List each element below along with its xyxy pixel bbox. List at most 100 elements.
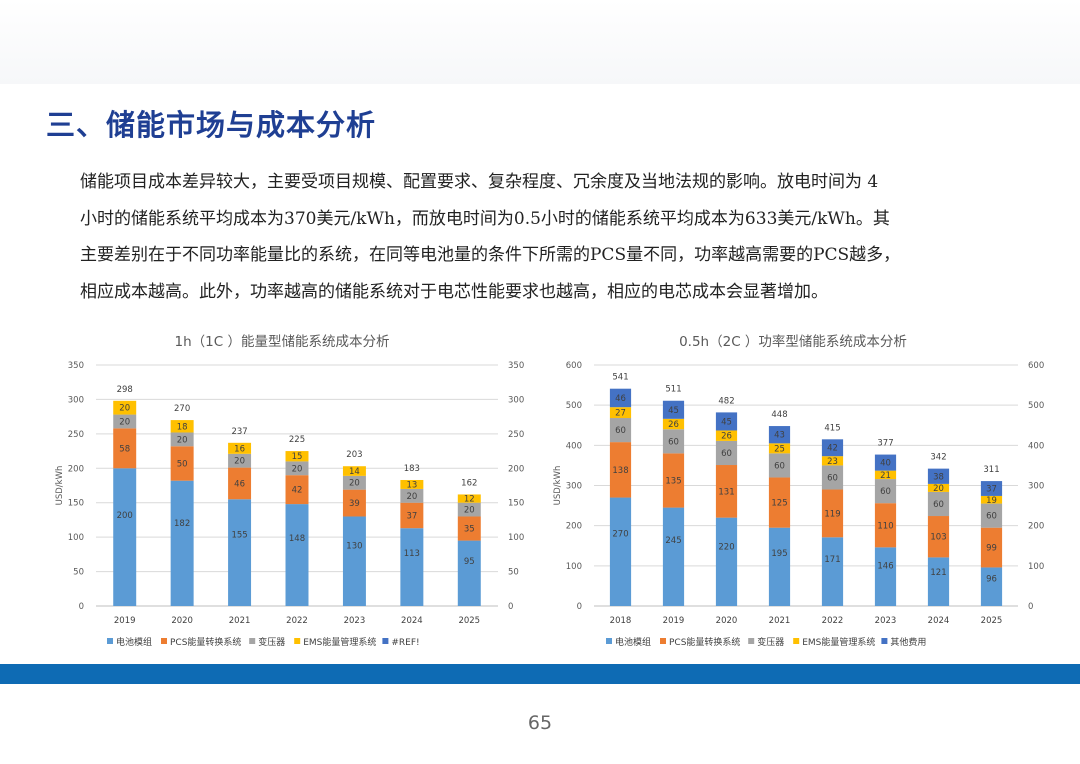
data-label: 50 [177,459,188,469]
data-label: 46 [234,479,245,489]
data-label: 20 [292,464,303,474]
total-label: 448 [771,410,787,420]
bar-segment [170,420,194,433]
y-tick-label: 250 [68,430,84,440]
bar-segment [228,453,252,468]
legend-label: 变压器 [258,636,285,648]
chart-svg: 1h（1C ）能量型储能系统成本分析 0 0 50 50 100 100 150 150 200 2… [55,334,524,648]
x-tick-label: 2018 [610,616,632,626]
paragraph-line: 储能项目成本差异较大，主要受项目规模、配置要求、复杂程度、冗余度及当地法规的影响… [80,172,879,192]
total-label: 225 [289,435,305,445]
bar-segment [228,442,252,454]
data-label: 25 [774,444,785,454]
data-label: 20 [119,417,130,427]
y-tick-label: 100 [68,533,84,543]
y2-tick-label: 200 [508,464,524,474]
bar-segment [980,527,1003,568]
x-tick-label: 2022 [822,616,844,626]
bar-segment [113,468,137,606]
bar-segment [927,557,950,606]
bar-segment [457,494,481,503]
data-label: 95 [464,557,475,567]
data-label: 35 [464,525,475,535]
bar-segment [980,495,1003,504]
data-label: 18 [177,422,188,432]
data-label: 96 [986,574,997,584]
x-tick-label: 2020 [716,616,738,626]
bar-segment [170,446,194,481]
x-tick-label: 2025 [458,616,480,626]
bar-segment [609,418,632,443]
data-label: 103 [930,533,946,543]
bar-segment [715,440,738,466]
data-label: 125 [771,499,787,509]
x-tick-label: 2024 [928,616,950,626]
bar-segment [662,453,685,508]
total-label: 415 [824,423,840,433]
bar-segment [821,489,844,538]
data-label: 37 [986,485,997,495]
total-label: 511 [665,385,681,395]
data-label: 42 [827,444,838,454]
data-label: 60 [986,512,997,522]
data-label: 131 [718,487,734,497]
y2-tick-label: 0 [1028,602,1033,612]
y-tick-label: 300 [68,395,84,405]
data-label: 146 [877,561,893,571]
data-label: 99 [986,544,997,554]
y-axis-label: USD/kWh [553,466,563,506]
data-label: 220 [718,542,734,552]
bar-segment [874,503,897,548]
bar-segment [980,503,1003,528]
header-band [0,0,1080,84]
data-label: 20 [349,479,360,489]
data-label: 113 [404,549,420,559]
bar-segment [768,443,791,454]
y2-tick-label: 600 [1028,361,1044,371]
legend-label: 电池模组 [615,636,651,648]
x-tick-label: 2022 [286,616,308,626]
data-label: 45 [668,406,679,416]
bar-segment [342,466,366,476]
legend-swatch [881,638,888,644]
data-label: 155 [231,531,247,541]
x-tick-label: 2023 [875,616,897,626]
legend-label: PCS能量转换系统 [170,636,241,648]
data-label: 26 [668,420,679,430]
bar-segment [927,468,950,484]
y2-tick-label: 300 [508,395,524,405]
total-label: 298 [117,385,133,395]
bar-segment [609,388,632,408]
data-label: 39 [349,499,360,509]
y2-tick-label: 200 [1028,522,1044,532]
y2-tick-label: 350 [508,361,524,371]
y-tick-label: 300 [566,482,582,492]
y2-tick-label: 100 [1028,562,1044,572]
y2-tick-label: 500 [1028,401,1044,411]
bar-segment [821,465,844,490]
data-label: 60 [880,487,891,497]
y-tick-label: 600 [566,361,582,371]
bar-segment [342,516,366,606]
bar-segment [927,491,950,517]
bar-segment [821,456,844,466]
bar-segment [285,461,309,476]
legend-swatch [249,638,256,644]
bar-segment [662,400,685,419]
legend-swatch [793,638,800,644]
legend-label: 变压器 [757,636,784,648]
legend-label: 其他费用 [890,636,926,648]
body-paragraph: 储能项目成本差异较大，主要受项目规模、配置要求、复杂程度、冗余度及当地法规的影响… [80,164,1040,310]
data-label: 60 [721,449,732,459]
bar-segment [768,477,791,528]
total-label: 162 [461,478,477,488]
bar-segment [662,507,685,606]
bar-segment [400,488,424,503]
bar-segment [980,481,1003,496]
data-label: 20 [406,492,417,502]
y2-tick-label: 150 [508,499,524,509]
total-label: 203 [346,450,362,460]
data-label: 12 [464,495,475,505]
y-tick-label: 0 [79,602,84,612]
x-tick-label: 2021 [229,616,251,626]
